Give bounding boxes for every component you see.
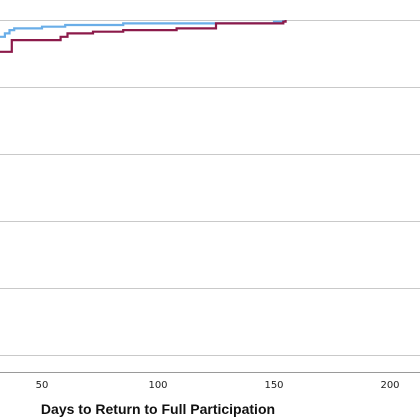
x-tick-label: 150: [264, 380, 283, 391]
gridlines: [0, 20, 420, 373]
x-tick-label: 100: [148, 380, 167, 391]
x-tick-label: 50: [36, 380, 49, 391]
series-line-2: [0, 20, 287, 53]
x-tick-label: 200: [380, 380, 399, 391]
x-tick-labels: 50 100 150 200: [36, 380, 400, 391]
x-axis-title: Days to Return to Full Participation: [41, 401, 275, 417]
series-layer: [0, 20, 287, 53]
